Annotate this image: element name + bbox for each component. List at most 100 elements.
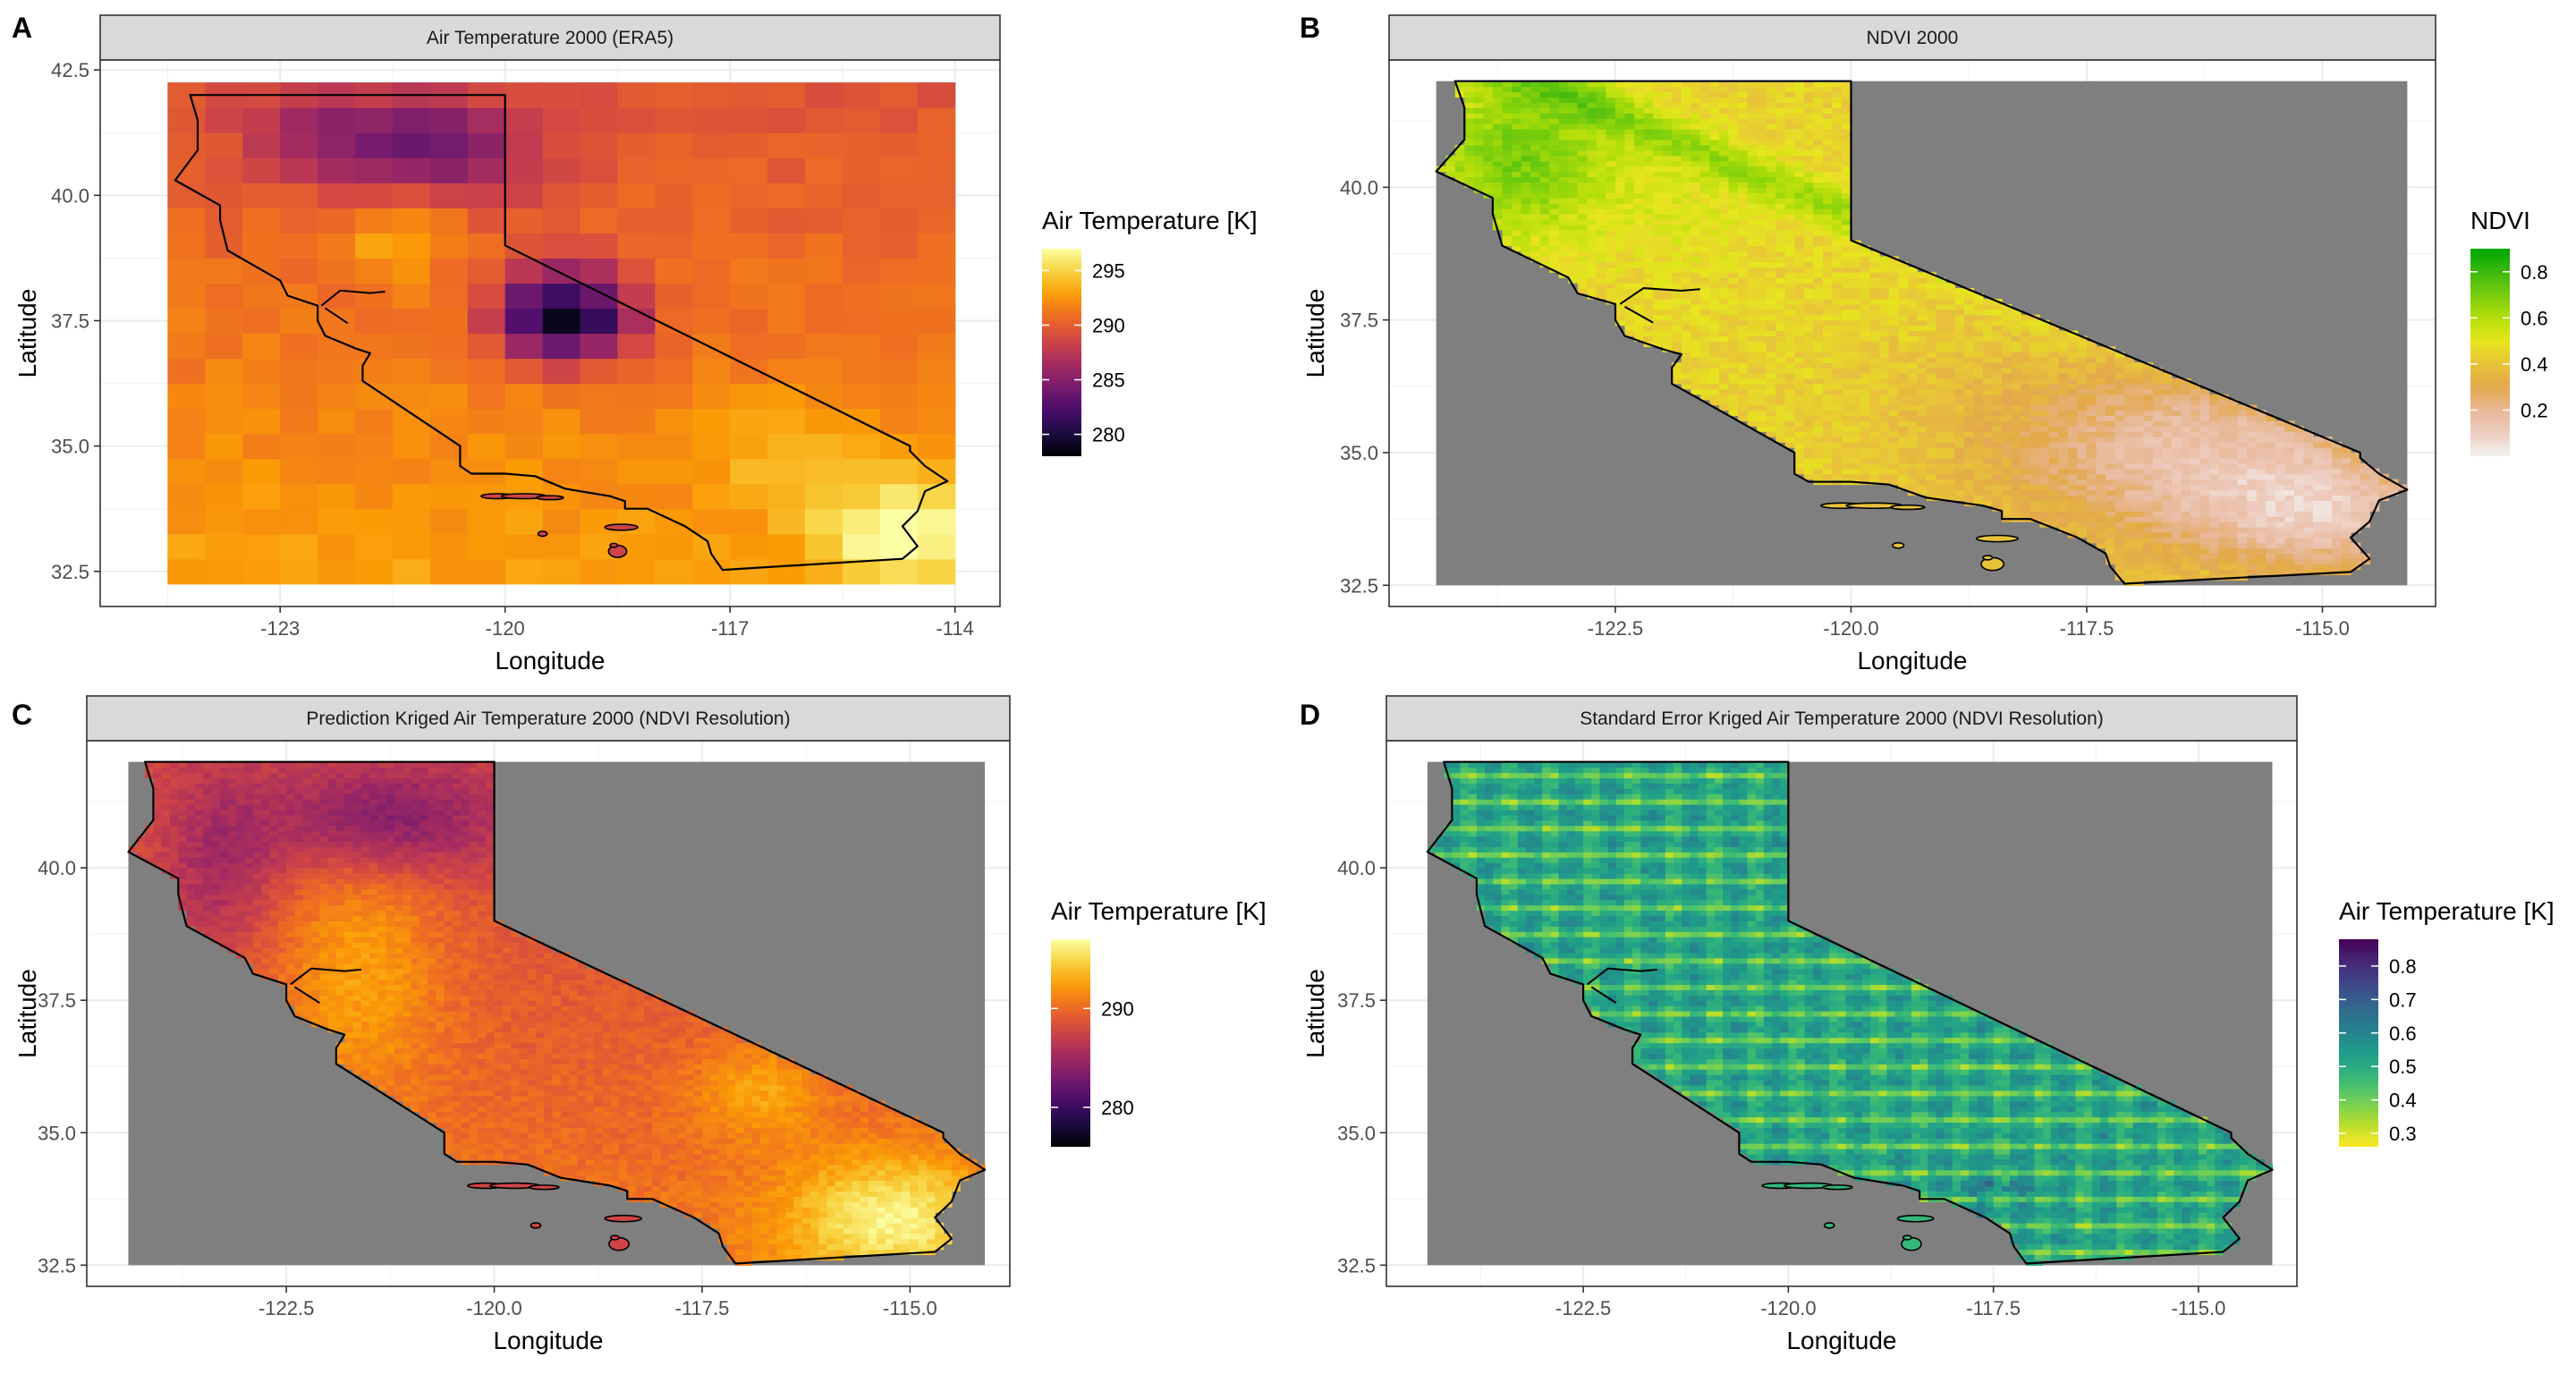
raster-cell	[917, 132, 956, 158]
raster-cell	[2133, 500, 2144, 506]
raster-cell	[178, 883, 188, 890]
raster-cell	[2021, 415, 2031, 421]
raster-cell	[1803, 431, 1814, 437]
raster-cell	[1718, 107, 1730, 114]
raster-cell	[1464, 171, 1475, 178]
raster-cell	[1596, 234, 1607, 242]
raster-cell	[2360, 511, 2370, 517]
raster-cell	[2218, 468, 2229, 475]
raster-cell	[219, 819, 229, 827]
raster-cell	[2275, 516, 2285, 522]
raster-cell	[1690, 81, 1701, 88]
raster-cell	[580, 433, 619, 460]
raster-cell	[2162, 547, 2173, 555]
raster-cell	[1672, 118, 1682, 124]
raster-cell	[1662, 129, 1673, 135]
raster-cell	[1587, 160, 1597, 167]
raster-cell	[1549, 182, 1560, 188]
raster-cell	[1869, 352, 1880, 358]
raster-cell	[1813, 341, 1824, 347]
raster-cell	[1606, 218, 1616, 225]
raster-cell	[1634, 176, 1645, 183]
raster-cell	[2266, 511, 2276, 517]
raster-cell	[1606, 187, 1616, 193]
raster-cell	[2190, 531, 2201, 539]
raster-cell	[1813, 176, 1824, 183]
raster-cell	[1747, 399, 1758, 406]
raster-cell	[2181, 553, 2191, 560]
raster-cell	[1473, 118, 1484, 124]
raster-cell	[1757, 192, 1767, 199]
raster-cell	[1813, 468, 1824, 475]
raster-cell	[1568, 218, 1579, 225]
raster-cell	[1917, 410, 1928, 417]
raster-cell	[1587, 182, 1597, 188]
raster-cell	[2021, 330, 2031, 337]
raster-cell	[1917, 272, 1928, 278]
raster-cell	[1832, 144, 1843, 151]
raster-cell	[2209, 537, 2220, 544]
raster-cell	[1728, 182, 1739, 188]
raster-cell	[1954, 288, 1965, 294]
raster-cell	[1775, 431, 1786, 437]
raster-cell	[2087, 484, 2097, 491]
raster-cell	[2021, 500, 2031, 506]
raster-cell	[1718, 394, 1730, 401]
raster-cell	[2152, 489, 2163, 496]
raster-cell	[1662, 240, 1673, 247]
raster-cell	[1747, 176, 1758, 183]
raster-cell	[1709, 240, 1720, 247]
raster-cell	[2181, 574, 2191, 581]
raster-cell	[1747, 229, 1758, 236]
raster-cell	[1512, 149, 1522, 157]
raster-cell	[805, 132, 843, 158]
raster-cell	[1983, 468, 1994, 475]
raster-cell	[2124, 377, 2135, 385]
raster-cell	[2039, 484, 2050, 491]
raster-cell	[186, 830, 196, 837]
raster-cell	[2143, 489, 2154, 496]
raster-cell	[1634, 144, 1645, 151]
raster-cell	[1945, 457, 1956, 464]
raster-cell	[1963, 415, 1975, 421]
raster-cell	[1907, 457, 1918, 464]
raster-cell	[2322, 531, 2333, 539]
raster-cell	[1568, 234, 1579, 242]
raster-cell	[1558, 86, 1569, 93]
raster-cell	[2039, 346, 2050, 352]
raster-cell	[655, 558, 693, 585]
raster-cell	[2247, 558, 2258, 565]
raster-cell	[1690, 234, 1701, 242]
raster-cell	[169, 846, 179, 852]
raster-cell	[2332, 457, 2343, 464]
raster-cell	[1728, 267, 1739, 273]
raster-cell	[1728, 165, 1739, 173]
raster-cell	[1577, 198, 1588, 204]
raster-cell	[355, 458, 394, 485]
raster-cell	[2284, 462, 2295, 470]
raster-cell	[1822, 383, 1833, 390]
raster-cell	[1794, 442, 1805, 448]
raster-cell	[194, 841, 204, 848]
raster-cell	[467, 283, 506, 310]
raster-cell	[2275, 564, 2285, 571]
raster-cell	[2133, 537, 2144, 544]
raster-cell	[2247, 516, 2258, 522]
raster-cell	[2002, 410, 2012, 417]
raster-cell	[1634, 107, 1645, 114]
raster-cell	[1577, 203, 1588, 209]
raster-cell	[1954, 420, 1965, 427]
raster-cell	[194, 783, 204, 789]
raster-cell	[1728, 314, 1739, 321]
raster-cell	[1587, 129, 1597, 135]
island	[1982, 555, 1994, 561]
raster-cell	[1973, 431, 1984, 437]
raster-cell	[1973, 298, 1984, 305]
raster-cell	[1851, 410, 1861, 417]
raster-cell	[1832, 198, 1843, 204]
raster-cell	[2133, 479, 2144, 486]
raster-cell	[1784, 149, 1795, 157]
raster-cell	[429, 358, 469, 385]
raster-cell	[1699, 256, 1710, 263]
raster-cell	[2247, 500, 2258, 506]
